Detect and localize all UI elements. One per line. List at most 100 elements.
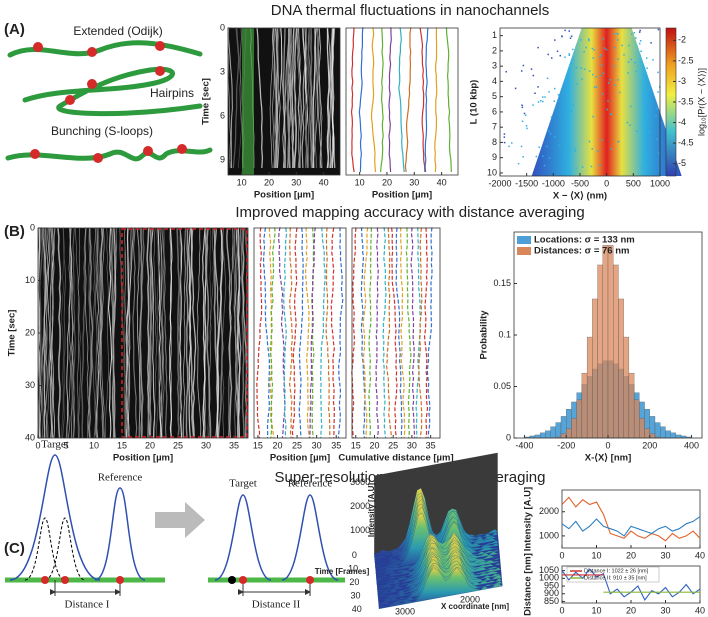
heatmap-point <box>568 53 571 55</box>
colorbar-tick-label: -5 <box>678 158 686 168</box>
kymograph-trace <box>62 227 66 439</box>
y-tick-label: 40 <box>25 432 35 442</box>
kymograph-trace <box>169 227 173 439</box>
heatmap-point <box>581 166 584 168</box>
legend-swatch <box>517 247 531 255</box>
heatmap-point <box>602 38 605 40</box>
x-axis-label: Position [µm] <box>113 453 173 464</box>
heatmap-point <box>642 93 644 96</box>
x-tick-label: 20 <box>145 440 155 450</box>
y-tick-label: 1 <box>492 30 497 40</box>
kymograph-trace <box>388 27 392 173</box>
heatmap-point <box>652 59 654 61</box>
kymograph-trace <box>99 227 104 439</box>
heatmap-point <box>648 88 650 91</box>
x-tick-label: 35 <box>331 440 341 450</box>
kymograph-trace <box>179 227 183 439</box>
kymograph-trace <box>118 227 127 439</box>
kymograph-trace <box>434 27 438 173</box>
heatmap-point <box>550 133 552 135</box>
x-tick-label: -200 <box>557 440 575 450</box>
x-tick-label: 1000 <box>650 178 670 188</box>
heatmap-point <box>628 44 630 47</box>
kymograph-trace <box>368 227 372 439</box>
x-tick-label: 25 <box>173 440 183 450</box>
heatmap-point <box>581 78 583 80</box>
y-axis-label: L (10 kbp) <box>469 80 480 125</box>
histogram-bar <box>586 336 593 439</box>
heatmap-point <box>588 70 591 72</box>
kymograph-trace <box>127 227 130 439</box>
heatmap-point <box>525 125 528 127</box>
colorbar-tick-label: -4.5 <box>678 137 694 147</box>
heatmap-point <box>564 56 566 58</box>
kymograph-trace <box>69 227 73 439</box>
kymograph-trace <box>278 227 286 439</box>
kymograph-trace <box>221 227 227 439</box>
x-tick-label: 40 <box>319 177 329 187</box>
legend-swatch <box>517 236 531 244</box>
x-tick-label: 30 <box>660 605 670 615</box>
x-tick-label: 20 <box>626 605 636 615</box>
kymograph-trace <box>84 227 90 439</box>
kymograph-trace <box>269 27 274 169</box>
panel-label: (B) <box>4 223 25 240</box>
heatmap-point <box>596 150 599 152</box>
heatmap-point <box>557 94 560 96</box>
heatmap-point <box>556 50 559 53</box>
histogram-bar <box>649 433 656 439</box>
kymograph-trace <box>445 27 452 173</box>
x-axis-label: Position [µm] <box>372 190 432 201</box>
kymograph-trace <box>370 27 377 173</box>
kymograph-trace <box>330 27 335 169</box>
y-tick-label: 1000 <box>539 573 559 583</box>
y-tick-label: 0 <box>506 432 511 442</box>
heatmap-point <box>646 115 649 117</box>
y-tick-label: 4 <box>492 76 497 86</box>
panel-title: Improved mapping accuracy with distance … <box>235 204 584 221</box>
peak-label: Target <box>41 439 69 451</box>
heatmap-point <box>537 86 539 88</box>
histogram-bar <box>607 245 614 439</box>
cartoon-label: Extended (Odijk) <box>73 24 162 38</box>
highlight <box>242 28 254 175</box>
heatmap-point <box>588 39 590 42</box>
legend-label: Locations: σ = 133 nm <box>534 235 635 246</box>
kymograph-trace <box>375 227 379 439</box>
heatmap-point <box>564 153 566 156</box>
heatmap-point <box>630 33 633 35</box>
y-tick-label: 0 <box>352 550 357 560</box>
heatmap-point <box>636 130 638 133</box>
heatmap-point <box>610 148 612 150</box>
plot-frame <box>345 27 459 176</box>
heatmap-point <box>590 165 593 168</box>
heatmap-point <box>655 115 657 117</box>
y-tick-label: 3 <box>220 66 225 76</box>
y-axis-label: Time [sec] <box>7 310 18 357</box>
peak-label: Distance I <box>65 599 110 611</box>
legend-label: Distance I: 1022 ± 26 [nm] <box>584 568 649 574</box>
kymograph-trace <box>301 27 307 169</box>
heatmap-point <box>561 35 563 38</box>
heatmap-point <box>587 38 590 41</box>
kymograph-trace <box>362 227 369 439</box>
legend-box <box>566 566 660 583</box>
heatmap-point <box>524 114 527 116</box>
kymograph-trace <box>313 27 319 169</box>
kymograph-trace <box>128 227 134 439</box>
heatmap-point <box>564 118 566 121</box>
heatmap-point <box>601 139 603 141</box>
y-tick-label: 0.15 <box>493 278 511 288</box>
heatmap-point <box>517 162 520 165</box>
heatmap-point <box>656 138 658 141</box>
y-tick-label: 3 <box>492 61 497 71</box>
heatmap-point <box>503 133 506 135</box>
heatmap-point <box>602 72 605 75</box>
y-tick-label: 10 <box>348 563 358 573</box>
kymograph-trace <box>325 227 331 439</box>
heatmap-point <box>580 67 582 69</box>
y-tick-label: 950 <box>544 580 559 590</box>
heatmap-point <box>522 156 524 158</box>
histogram-bar <box>623 336 630 439</box>
kymograph-trace <box>297 27 301 169</box>
